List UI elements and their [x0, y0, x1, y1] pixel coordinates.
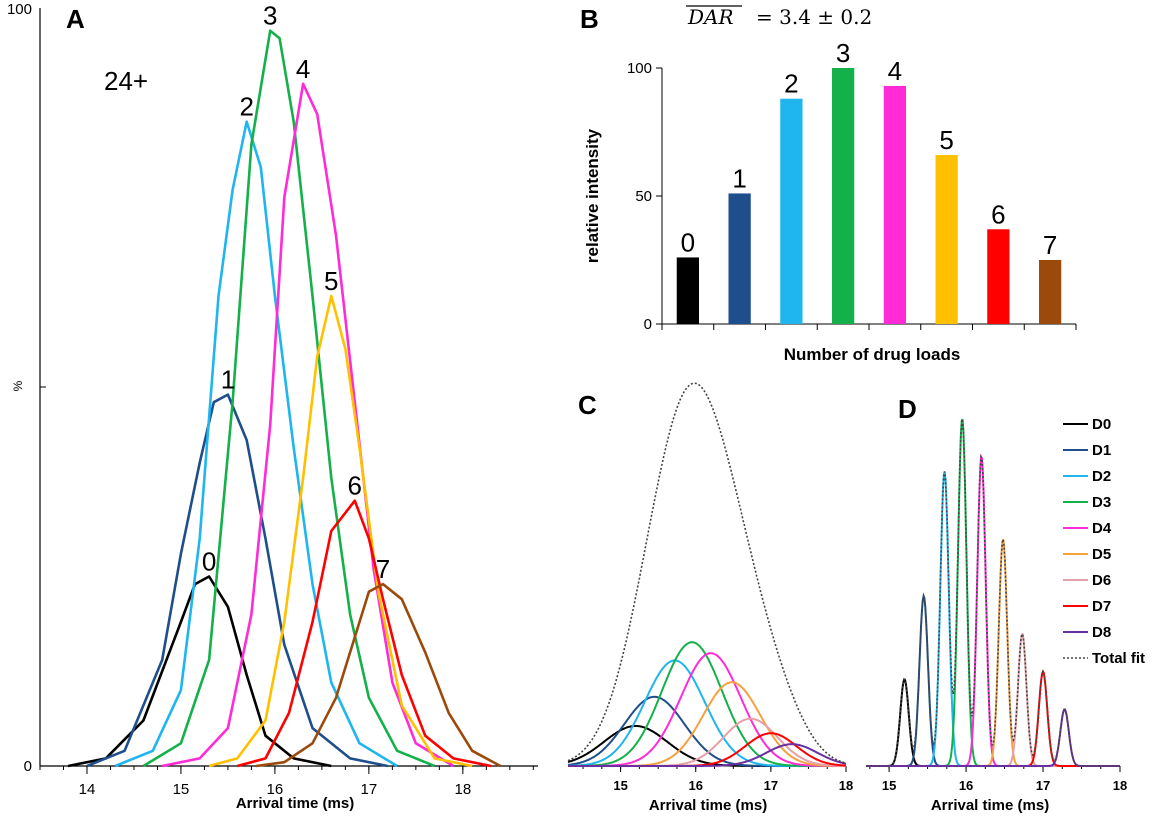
- panel-c-plot: Arrival time (ms) 15 16 17 18: [567, 382, 853, 814]
- panel-a-peak-label-4: 4: [296, 54, 310, 84]
- panel-d-xtick-label: 17: [1036, 778, 1050, 793]
- panel-c-series-total-fit: [567, 382, 847, 764]
- panel-a-ytick-0: 0: [24, 758, 32, 775]
- panel-b-bar-0: [676, 257, 700, 324]
- panel-b-dar-value: = 3.4 ± 0.2: [756, 5, 872, 29]
- panel-c-series-d3: [568, 641, 846, 767]
- panel-d-series-total-fit: [866, 418, 1120, 767]
- panel-a-series-4: [161, 82, 455, 768]
- panel-b-bar-4: [883, 85, 907, 324]
- panel-c-xlabel: Arrival time (ms): [649, 797, 767, 814]
- panel-a-series-5: [208, 294, 473, 768]
- panel-b-bar-2: [780, 98, 803, 324]
- panel-c-xtick-label: 17: [764, 778, 778, 793]
- panel-b-ytick-label: 0: [644, 316, 652, 333]
- panel-d-xtick-label: 16: [959, 778, 973, 793]
- panel-b-bar-6: [987, 229, 1010, 324]
- panel-a-ytick-100: 100: [7, 1, 32, 18]
- panel-a-peak-label-7: 7: [376, 554, 390, 584]
- panel-a-xtick-label: 14: [79, 781, 96, 798]
- panel-b-ytick-label: 100: [627, 60, 652, 77]
- panel-d-series-d8: [866, 708, 1120, 767]
- panel-d-series-d3: [866, 418, 1120, 767]
- panel-d-series-d5: [866, 539, 1120, 767]
- panel-b-xlabel: Number of drug loads: [784, 345, 961, 364]
- panel-a-xlabel: Arrival time (ms): [236, 795, 354, 812]
- panel-c-xtick-label: 15: [613, 778, 627, 793]
- panel-d-letter: D: [898, 394, 917, 424]
- panel-b-bar-label-2: 2: [784, 69, 798, 99]
- legend-label-d6: D6: [1092, 572, 1111, 589]
- panel-d-xlabel: Arrival time (ms): [931, 797, 1049, 814]
- panel-a-peak-label-3: 3: [263, 1, 277, 31]
- panel-a-xtick-label: 15: [173, 781, 190, 798]
- legend-label-d7: D7: [1092, 598, 1111, 615]
- legend-label-d3: D3: [1092, 494, 1111, 511]
- panel-b-letter: B: [580, 4, 599, 34]
- panel-b-bar-label-0: 0: [681, 227, 695, 257]
- panel-b-plot: DAR = 3.4 ± 0.2 relative intensity Numbe…: [583, 5, 1077, 364]
- panel-b-ytick-label: 50: [635, 188, 652, 205]
- legend-label-total-fit: Total fit: [1092, 650, 1145, 667]
- panel-b-bar-label-7: 7: [1043, 230, 1057, 260]
- panel-b-bar-label-6: 6: [991, 199, 1005, 229]
- panel-a-series-6: [236, 499, 492, 768]
- panel-a-peak-label-5: 5: [324, 266, 338, 296]
- panel-d-series-d4: [866, 453, 1120, 767]
- panel-a-peak-label-0: 0: [202, 547, 216, 577]
- panel-a-letter: A: [66, 4, 85, 34]
- panel-a-plot: 100 0 % 24+ Arrival time (ms) 14 15 16 17 18…: [7, 1, 538, 812]
- legend-label-d1: D1: [1092, 442, 1111, 459]
- panel-a-xtick-label: 17: [361, 781, 378, 798]
- panel-b-bar-1: [728, 193, 751, 324]
- legend-label-d4: D4: [1092, 520, 1112, 537]
- panel-a-peak-label-6: 6: [348, 471, 362, 501]
- panel-a-series-7: [255, 582, 502, 768]
- panel-a-series-3: [142, 29, 436, 768]
- panel-c-xtick-label: 16: [688, 778, 702, 793]
- panel-a-xtick-label: 18: [454, 781, 471, 798]
- panel-b-bar-label-4: 4: [888, 56, 902, 86]
- panel-b-bar-3: [831, 68, 855, 324]
- panel-c-series-d8: [568, 743, 847, 767]
- panel-a-series-0: [67, 575, 332, 768]
- panel-b-bar-label-1: 1: [732, 163, 746, 193]
- panel-a-xtick-label: 16: [267, 781, 284, 798]
- panel-d-plot: Arrival time (ms) 15 16 17 18 D0 D1 D2 D3 D4 D5 D…: [866, 416, 1145, 814]
- panel-a-peak-label-1: 1: [221, 365, 235, 395]
- panel-b-bar-7: [1038, 260, 1062, 324]
- panel-d-xtick-label: 15: [882, 778, 896, 793]
- panel-a-series-1: [86, 393, 388, 768]
- panel-a-peak-label-2: 2: [239, 92, 253, 122]
- panel-c-letter: C: [578, 390, 597, 420]
- panel-a-series-2: [114, 120, 398, 768]
- legend-label-d0: D0: [1092, 416, 1111, 433]
- panel-b-bar-label-5: 5: [939, 125, 953, 155]
- panel-b-bar-label-3: 3: [836, 38, 850, 68]
- panel-a-charge-state: 24+: [104, 66, 148, 96]
- panel-d-series-d2: [866, 471, 1120, 767]
- legend-label-d5: D5: [1092, 546, 1111, 563]
- legend-label-d8: D8: [1092, 624, 1111, 641]
- panel-d-xtick-label: 18: [1113, 778, 1127, 793]
- panel-a-ylabel: %: [11, 380, 25, 391]
- panel-b-bar-5: [935, 155, 958, 324]
- panel-b-dar-symbol: DAR: [687, 5, 734, 29]
- panel-b-ylabel: relative intensity: [583, 128, 602, 263]
- legend-label-d2: D2: [1092, 468, 1111, 485]
- panel-c-xtick-label: 18: [839, 778, 853, 793]
